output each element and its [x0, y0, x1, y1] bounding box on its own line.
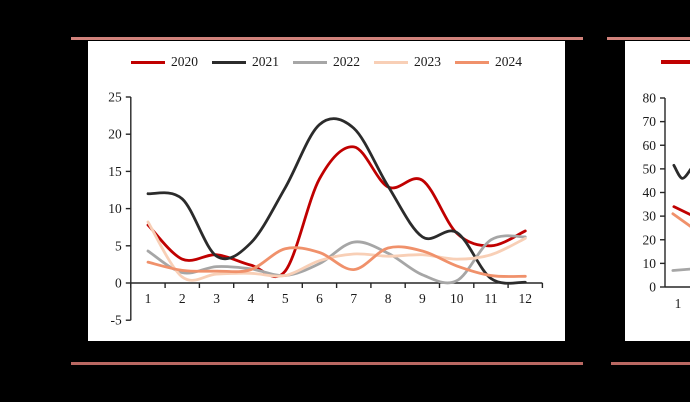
- legend-line-swatch: [374, 60, 408, 64]
- right-y-tick-label: 10: [643, 256, 657, 271]
- top-border-rule-left: [71, 37, 583, 40]
- right-y-tick-label: 50: [643, 161, 657, 176]
- chart-panel-right: 0 10 20 30 40 50 60 70 80 1: [625, 41, 690, 341]
- legend-line-swatch: [131, 60, 165, 64]
- legend-item-2021: 2021: [212, 54, 279, 70]
- right-y-tick-label: 40: [643, 185, 657, 200]
- left-y-tick-label: 5: [115, 238, 122, 253]
- left-x-tick-label: 7: [350, 291, 357, 306]
- legend-item-2020: 2020: [131, 54, 198, 70]
- left-x-tick-label: 9: [419, 291, 426, 306]
- right-y-tick-label: 80: [643, 91, 657, 106]
- series-fragment-2024: [671, 212, 690, 228]
- right-y-tick-label: 30: [643, 209, 657, 224]
- left-x-tick-label: 2: [179, 291, 186, 306]
- right-y-tick-label: 20: [643, 232, 657, 247]
- legend-line-swatch: [293, 60, 327, 64]
- legend-item-2023: 2023: [374, 54, 441, 70]
- series-fragment-2021: [672, 163, 690, 180]
- left-y-tick-label: -5: [111, 313, 122, 328]
- right-y-tick-label: 0: [649, 280, 656, 295]
- legend-item-2024: 2024: [455, 54, 522, 70]
- right-x-tick-label: 1: [675, 296, 682, 311]
- right-y-tick-label: 70: [643, 114, 657, 129]
- series-fragment-2020: [672, 205, 690, 216]
- series-line-2023: [146, 220, 527, 282]
- series-line-2024: [146, 245, 527, 278]
- right-chart-legend-chip-2020: [661, 60, 690, 64]
- series-fragment-2022: [671, 267, 690, 272]
- legend-line-swatch: [455, 60, 489, 64]
- left-x-tick-label: 5: [282, 291, 289, 306]
- left-x-tick-label: 12: [519, 291, 533, 306]
- left-y-tick-label: 10: [108, 201, 122, 216]
- left-y-tick-label: 20: [108, 127, 122, 142]
- left-x-tick-label: 3: [213, 291, 220, 306]
- left-x-tick-label: 10: [450, 291, 464, 306]
- left-y-tick-label: 15: [108, 164, 122, 179]
- left-chart-legend: 2020 2021 2022 2023 2024: [88, 54, 565, 70]
- left-x-tick-label: 11: [485, 291, 498, 306]
- legend-label: 2021: [252, 54, 279, 69]
- chart-panel-left: 2020 2021 2022 2023 2024 -5 0 5 10 15 20 25 1 2 3 4 5 6 7…: [88, 41, 565, 341]
- legend-label: 2023: [414, 54, 441, 69]
- bottom-border-rule-right: [611, 362, 690, 365]
- top-border-rule-right: [607, 37, 690, 40]
- left-x-tick-label: 1: [145, 291, 152, 306]
- series-line-2021: [146, 117, 527, 285]
- left-x-tick-label: 8: [385, 291, 392, 306]
- legend-label: 2024: [495, 54, 522, 69]
- right-y-tick-label: 60: [643, 138, 657, 153]
- legend-label: 2022: [333, 54, 360, 69]
- left-x-tick-label: 6: [316, 291, 323, 306]
- left-y-tick-label: 25: [108, 90, 122, 105]
- legend-line-swatch: [212, 60, 246, 64]
- left-y-tick-label: 0: [115, 276, 122, 291]
- right-chart-plot: 0 10 20 30 40 50 60 70 80 1: [643, 91, 690, 311]
- legend-item-2022: 2022: [293, 54, 360, 70]
- bottom-border-rule-left: [71, 362, 583, 365]
- legend-label: 2020: [171, 54, 198, 69]
- left-x-tick-label: 4: [248, 291, 255, 306]
- series-line-2022: [146, 234, 527, 285]
